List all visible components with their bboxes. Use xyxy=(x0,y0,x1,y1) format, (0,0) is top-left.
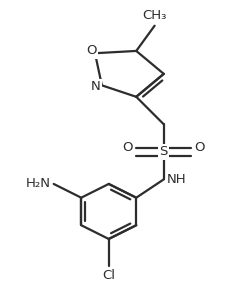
Text: CH₃: CH₃ xyxy=(142,9,167,22)
Text: O: O xyxy=(195,141,205,154)
Text: Cl: Cl xyxy=(102,269,115,282)
Text: H₂N: H₂N xyxy=(25,177,50,190)
Text: N: N xyxy=(91,80,101,93)
Text: NH: NH xyxy=(167,173,187,186)
Text: O: O xyxy=(86,44,97,57)
Text: O: O xyxy=(122,141,133,154)
Text: S: S xyxy=(159,145,168,158)
